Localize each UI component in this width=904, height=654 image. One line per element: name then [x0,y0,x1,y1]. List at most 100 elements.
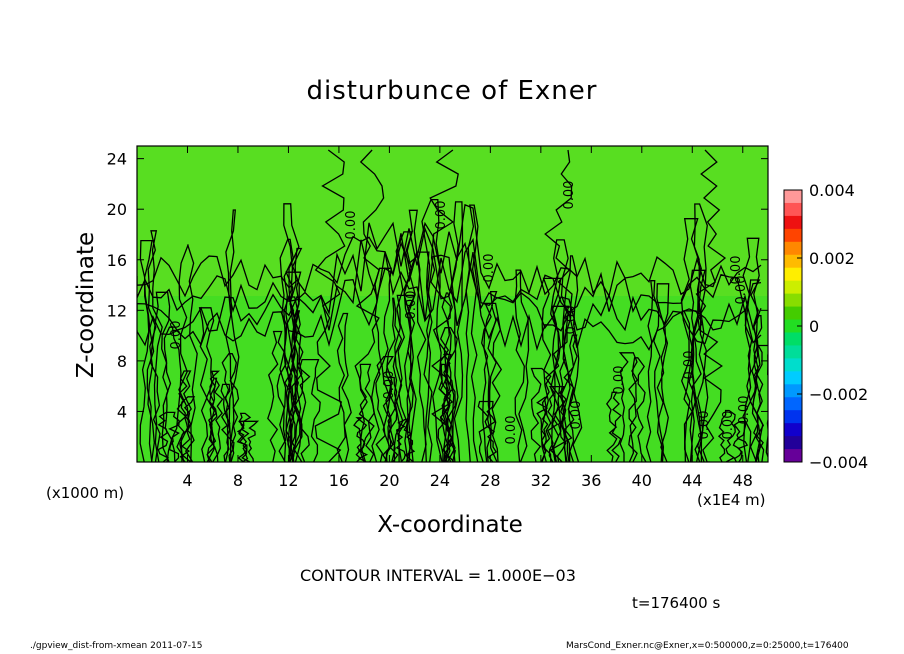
y-tick-label: 20 [107,200,127,219]
x-tick-label: 8 [233,471,243,490]
contour-line [178,244,198,462]
contour-line [465,204,479,462]
colorbar-segment [784,215,802,230]
colorbar-segment [784,280,802,295]
colorbar [783,189,803,463]
contour-line [618,352,639,462]
x-tick-label: 20 [379,471,399,490]
y-tick-label: 8 [117,352,127,371]
contour-line [163,326,182,462]
contour-line [157,411,180,462]
colorbar-segment [784,319,802,333]
contour-label: 0.00 [721,411,736,440]
contour-line [198,307,215,462]
plot-frame [136,145,769,463]
contour-line [147,230,163,462]
contour-line [236,420,260,462]
contour-line [483,290,498,462]
y-tick-label: 12 [107,301,127,320]
contour-line [375,355,394,462]
colorbar-segment [784,254,802,269]
x-tick-label: 24 [430,471,450,490]
contour-interval-label: CONTOUR INTERVAL = 1.000E−03 [300,566,576,585]
colorbar-segment [784,190,802,204]
contour-line [437,363,454,462]
contour-line [267,330,287,462]
y-axis-ticks: 4 8 12 16 20 24 [107,150,768,421]
x-axis-unit-right: (x1E4 m) [697,491,766,509]
contour-line [429,149,459,462]
footer-source-label: MarsCond_Exner.nc@Exner,x=0:500000,z=0:2… [566,641,849,651]
colorbar-segment [784,436,802,450]
contour-line [416,251,433,462]
contour-label: 0.00 [382,371,397,400]
contour-line [717,409,736,462]
contour-line [206,370,221,462]
contour-line [656,283,670,462]
contour-line [279,238,294,462]
contour-line [477,400,497,462]
colorbar-segment [784,423,802,437]
contour-line [396,294,416,462]
contour-line [628,357,647,462]
contour-line [284,271,302,462]
contour-line [359,363,375,462]
x-tick-label: 12 [278,471,298,490]
contour-line [221,353,240,462]
colorbar-segment [784,384,802,398]
contour-line [137,251,762,352]
footer-command-label: ./gpview_dist-from-xmean 2011-07-15 [30,641,203,651]
contour-line [137,233,762,332]
contour-line [732,420,749,462]
contour-labels: 0.000.00 0.000.000.000.000.000.000.000.00… [169,181,752,445]
contour-line [403,209,418,462]
y-tick-label: 16 [107,251,127,270]
contour-line [680,218,700,462]
x-tick-label: 48 [733,471,753,490]
contour-label: 0.00 [404,291,419,320]
colorbar-tick-label: 0.002 [809,249,855,268]
colorbar-tick-label: 0 [809,317,819,336]
contour-line [421,198,443,462]
x-tick-label: 4 [182,471,192,490]
contour-line [683,310,703,462]
colorbar-tick-label: −0.002 [809,385,868,404]
contour-label: 0.00 [564,306,579,335]
contour-line [137,221,762,316]
contour-line [695,149,727,462]
contour-label: 0.00 [562,181,577,210]
contour-label: 0.00 [697,411,712,440]
contour-label: 0.00 [504,416,519,445]
contour-label: 0.00 [737,396,752,425]
contour-line [298,358,321,462]
x-tick-label: 28 [480,471,500,490]
contour-label: 0.00 [682,351,697,380]
colorbar-ticks: 0.004 0.002 0 −0.002 −0.004 [797,181,868,472]
contour-line [139,239,155,462]
colorbar-segment [784,267,802,282]
contour-label: 0.00 [169,321,184,350]
contour-line [544,149,573,462]
contour-line [336,312,352,462]
x-tick-label: 44 [682,471,702,490]
contour-line [645,280,665,462]
x-tick-label: 32 [531,471,551,490]
colorbar-segment [784,397,802,411]
contour-label: 0.00 [569,401,584,430]
contour-line [220,383,235,462]
y-tick-label: 4 [117,402,127,421]
colorbar-segment [784,306,802,321]
contour-line [150,291,171,462]
x-tick-label: 40 [632,471,652,490]
colorbar-segment [784,332,802,346]
colorbar-tick-label: −0.004 [809,453,868,472]
contour-line [137,203,762,298]
contour-label: 0.00 [734,276,749,305]
contour-line [688,269,707,462]
colorbar-segment [784,345,802,359]
colorbar-segment [784,293,802,308]
contour-line [450,201,464,462]
x-tick-label: 36 [581,471,601,490]
colorbar-segment [784,241,802,256]
y-tick-label: 24 [107,150,127,169]
